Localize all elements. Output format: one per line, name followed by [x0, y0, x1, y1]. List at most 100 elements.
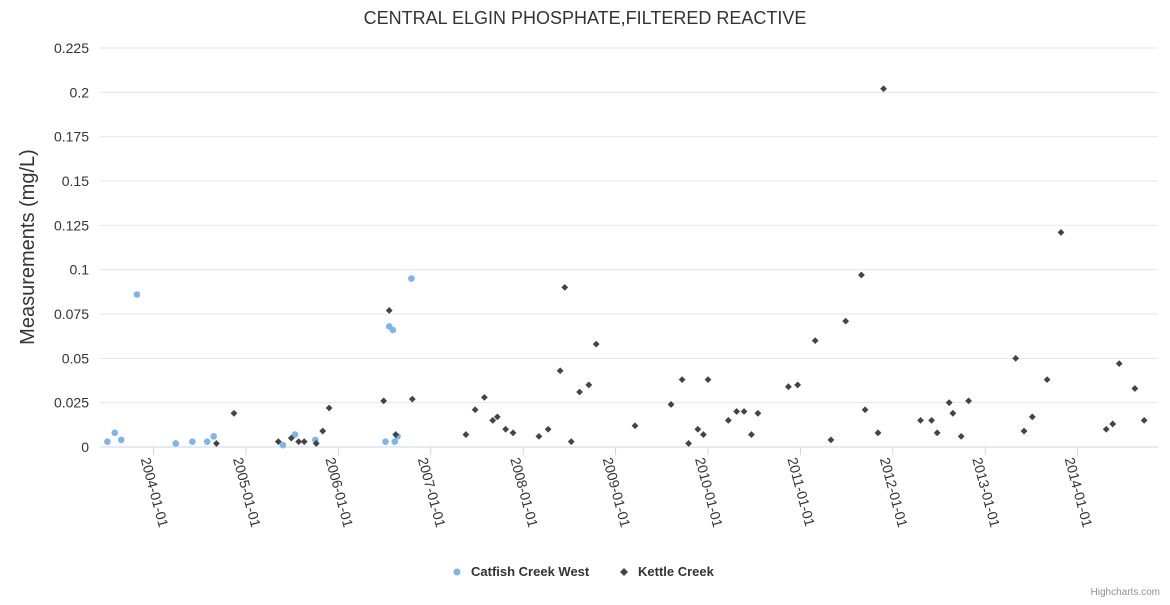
data-point-kettle-creek[interactable]: [861, 406, 869, 414]
data-point-kettle-creek[interactable]: [667, 401, 675, 408]
data-point-kettle-creek[interactable]: [287, 434, 295, 442]
data-point-kettle-creek[interactable]: [827, 436, 835, 444]
data-point-kettle-creek[interactable]: [857, 271, 865, 279]
data-point-kettle-creek[interactable]: [1102, 425, 1110, 433]
data-point-kettle-creek[interactable]: [1131, 385, 1139, 392]
data-point-kettle-creek[interactable]: [274, 438, 282, 446]
data-point-kettle-creek[interactable]: [1043, 376, 1051, 384]
legend-item-catfish-creek-west[interactable]: Catfish Creek West: [453, 564, 590, 579]
data-point-catfish-creek-west[interactable]: [203, 438, 211, 445]
data-point-catfish-creek-west[interactable]: [389, 326, 397, 334]
data-point-kettle-creek[interactable]: [740, 408, 748, 415]
data-point-catfish-creek-west[interactable]: [391, 438, 399, 445]
data-point-kettle-creek[interactable]: [392, 431, 400, 438]
data-point-kettle-creek[interactable]: [754, 409, 762, 417]
data-point-kettle-creek[interactable]: [509, 429, 517, 437]
series-catfish-creek-west: [104, 275, 415, 449]
x-tick-label: 2009-01-01: [600, 456, 634, 530]
data-point-kettle-creek[interactable]: [576, 388, 583, 396]
data-point-kettle-creek[interactable]: [685, 440, 692, 447]
data-point-catfish-creek-west[interactable]: [172, 440, 180, 447]
data-point-kettle-creek[interactable]: [1012, 354, 1020, 362]
data-point-kettle-creek[interactable]: [408, 395, 416, 403]
data-point-kettle-creek[interactable]: [561, 284, 569, 291]
data-point-kettle-creek[interactable]: [631, 422, 639, 430]
data-point-catfish-creek-west[interactable]: [291, 431, 299, 438]
data-point-kettle-creek[interactable]: [704, 376, 712, 384]
x-tick-label: 2014-01-01: [1062, 456, 1096, 530]
data-point-kettle-creek[interactable]: [502, 425, 510, 433]
y-tick-label: 0.175: [54, 129, 89, 145]
y-tick-label: 0.125: [54, 217, 89, 233]
x-tick-label: 2012-01-01: [877, 456, 911, 530]
x-tick-label: 2008-01-01: [507, 456, 541, 530]
data-point-kettle-creek[interactable]: [748, 431, 755, 438]
data-point-kettle-creek[interactable]: [462, 431, 470, 438]
data-point-kettle-creek[interactable]: [724, 417, 732, 424]
data-point-kettle-creek[interactable]: [312, 440, 320, 447]
data-point-catfish-creek-west[interactable]: [189, 438, 196, 445]
data-point-kettle-creek[interactable]: [480, 393, 488, 401]
data-point-kettle-creek[interactable]: [535, 432, 543, 440]
data-point-kettle-creek[interactable]: [556, 367, 564, 375]
data-point-catfish-creek-west[interactable]: [382, 438, 389, 445]
data-point-kettle-creek[interactable]: [230, 409, 238, 417]
data-point-kettle-creek[interactable]: [380, 397, 388, 405]
data-point-kettle-creek[interactable]: [213, 440, 220, 447]
legend-label-catfish-creek-west: Catfish Creek West: [471, 564, 590, 579]
x-axis-ticks: 2004-01-01 2005-01-01 2006-01-01 2007-01-01…: [138, 447, 1096, 529]
data-point-kettle-creek[interactable]: [694, 425, 702, 433]
data-point-kettle-creek[interactable]: [784, 383, 792, 391]
y-tick-label: 0: [81, 439, 89, 455]
data-point-kettle-creek[interactable]: [811, 337, 819, 344]
data-point-kettle-creek[interactable]: [544, 425, 552, 433]
data-point-kettle-creek[interactable]: [592, 340, 600, 348]
data-point-kettle-creek[interactable]: [567, 438, 575, 446]
data-point-catfish-creek-west[interactable]: [104, 438, 111, 445]
data-point-kettle-creek[interactable]: [1140, 417, 1148, 424]
data-point-kettle-creek[interactable]: [489, 417, 497, 424]
data-point-kettle-creek[interactable]: [965, 397, 972, 405]
data-point-kettle-creek[interactable]: [733, 408, 741, 415]
x-tick-label: 2006-01-01: [322, 456, 356, 530]
data-point-kettle-creek[interactable]: [300, 438, 308, 446]
x-tick-label: 2013-01-01: [969, 456, 1003, 530]
data-point-kettle-creek[interactable]: [678, 376, 686, 384]
data-point-kettle-creek[interactable]: [957, 432, 965, 440]
data-point-catfish-creek-west[interactable]: [408, 275, 415, 282]
data-point-kettle-creek[interactable]: [842, 317, 850, 325]
data-point-kettle-creek[interactable]: [1109, 420, 1117, 428]
data-point-catfish-creek-west[interactable]: [111, 429, 119, 437]
legend-marker-kettle-creek: [620, 568, 628, 576]
data-point-kettle-creek[interactable]: [1057, 229, 1065, 236]
legend: Catfish Creek West Kettle Creek: [453, 564, 715, 579]
data-point-kettle-creek[interactable]: [1020, 427, 1028, 435]
data-point-kettle-creek[interactable]: [471, 406, 479, 414]
data-point-catfish-creek-west[interactable]: [117, 436, 125, 444]
data-point-kettle-creek[interactable]: [1028, 413, 1036, 421]
data-point-kettle-creek[interactable]: [945, 399, 953, 407]
data-point-kettle-creek[interactable]: [385, 307, 393, 314]
data-point-kettle-creek[interactable]: [874, 429, 882, 437]
data-point-kettle-creek[interactable]: [933, 429, 941, 437]
data-point-catfish-creek-west[interactable]: [210, 433, 217, 440]
data-point-kettle-creek[interactable]: [880, 85, 887, 93]
data-point-kettle-creek[interactable]: [325, 404, 333, 412]
data-point-catfish-creek-west[interactable]: [133, 291, 141, 298]
data-point-kettle-creek[interactable]: [949, 409, 957, 417]
y-axis-tick-labels: 0 0.025 0.05 0.075 0.1 0.125 0.15 0.175 0.2 0.225: [54, 40, 89, 455]
y-gridlines: [100, 47, 1158, 404]
data-point-kettle-creek[interactable]: [319, 427, 327, 435]
data-point-kettle-creek[interactable]: [917, 417, 924, 424]
data-point-kettle-creek[interactable]: [794, 381, 802, 389]
x-tick-label: 2011-01-01: [785, 456, 819, 529]
data-point-kettle-creek[interactable]: [1115, 360, 1123, 368]
data-point-kettle-creek[interactable]: [493, 413, 501, 421]
legend-item-kettle-creek[interactable]: Kettle Creek: [620, 564, 715, 579]
data-point-kettle-creek[interactable]: [585, 381, 593, 389]
data-point-catfish-creek-west[interactable]: [279, 441, 287, 449]
data-point-kettle-creek[interactable]: [295, 438, 303, 446]
credits-link[interactable]: Highcharts.com: [1091, 587, 1160, 598]
data-point-kettle-creek[interactable]: [699, 431, 707, 438]
data-point-kettle-creek[interactable]: [928, 417, 936, 424]
